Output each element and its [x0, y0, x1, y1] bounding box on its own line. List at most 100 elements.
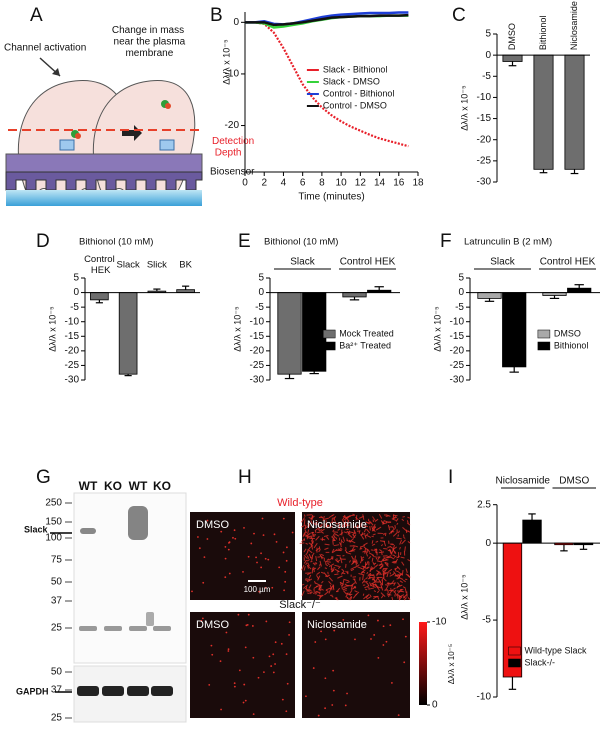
speckle — [315, 584, 322, 587]
speckle — [384, 568, 387, 572]
speckle — [380, 595, 384, 599]
speckle — [391, 682, 393, 684]
diagram-label: Change in mass near the plasma membrane — [111, 25, 186, 59]
speckle — [376, 573, 382, 575]
group-label: DMSO — [559, 476, 589, 487]
speckle — [288, 621, 291, 624]
speckle — [361, 556, 365, 559]
marker-label: 37 — [51, 685, 63, 696]
speckle — [382, 625, 385, 628]
speckle — [272, 653, 275, 656]
speckle — [313, 533, 317, 537]
speckle — [397, 530, 400, 534]
y-tick-label: -25 — [477, 155, 492, 166]
image-label: DMSO — [196, 619, 229, 631]
speckle — [331, 569, 335, 573]
speckle — [317, 714, 320, 717]
speckle — [337, 575, 343, 579]
speckle — [355, 559, 358, 565]
speckle — [321, 528, 325, 532]
y-tick-label: 0 — [233, 17, 239, 28]
speckle — [261, 517, 264, 520]
y-axis-label: Δλ/λ x 10⁻⁵ — [47, 306, 57, 352]
speckle — [323, 535, 329, 537]
y-tick-label: -30 — [65, 375, 80, 386]
speckle — [334, 573, 339, 576]
speckle — [381, 522, 388, 525]
speckle — [397, 594, 403, 599]
speckle — [267, 558, 270, 561]
speckle — [228, 542, 230, 544]
speckle — [324, 567, 328, 570]
speckle — [382, 559, 389, 562]
speckle — [344, 704, 347, 707]
speckle — [244, 699, 247, 702]
speckle — [305, 578, 311, 581]
legend-label: Control - DMSO — [323, 100, 387, 110]
y-tick-label: -5 — [70, 302, 79, 313]
y-tick-label: 0 — [485, 538, 491, 549]
speckle — [350, 540, 356, 544]
speckle — [340, 539, 343, 545]
panel-letter: H — [238, 467, 252, 488]
y-tick-label: -10 — [477, 692, 492, 703]
micrograph — [190, 612, 295, 718]
y-tick-label: -5 — [482, 615, 491, 626]
speckle — [390, 529, 395, 534]
speckle — [365, 550, 369, 557]
speckle — [346, 515, 351, 519]
bar — [564, 54, 585, 170]
speckle — [375, 540, 379, 543]
speckle — [258, 590, 261, 593]
speckle — [371, 535, 374, 538]
speckle — [238, 669, 241, 672]
x-tick-label: 12 — [355, 178, 367, 189]
speckle — [351, 555, 354, 560]
speckle — [307, 548, 313, 554]
speckle — [351, 546, 355, 551]
speckle — [387, 582, 390, 586]
band — [153, 626, 171, 631]
speckle — [243, 527, 245, 529]
group-label: Control HEK — [340, 257, 396, 268]
speckle — [396, 593, 399, 599]
x-axis-label: Time (minutes) — [298, 192, 364, 203]
speckle — [242, 570, 244, 573]
speckle — [227, 648, 230, 651]
speckle — [333, 517, 336, 523]
speckle — [352, 593, 358, 599]
speckle — [321, 580, 324, 584]
speckle — [341, 584, 343, 590]
speckle — [392, 532, 398, 537]
speckle — [380, 586, 384, 591]
speckle — [407, 573, 411, 578]
speckle — [405, 568, 408, 573]
speckle — [233, 685, 236, 688]
speckle — [271, 586, 274, 589]
speckle — [396, 522, 399, 525]
speckle — [389, 573, 394, 577]
speckle — [330, 521, 334, 524]
speckle — [319, 553, 323, 560]
speckle — [406, 520, 409, 524]
speckle — [392, 571, 396, 575]
speckle — [365, 521, 370, 525]
y-tick-label: -30 — [250, 375, 265, 386]
legend-label: Bithionol — [554, 340, 589, 350]
speckle — [379, 565, 384, 570]
bar — [533, 54, 554, 170]
speckle — [352, 559, 357, 564]
speckle — [306, 578, 313, 583]
speckle — [401, 518, 405, 522]
speckle — [361, 565, 366, 568]
speckle — [351, 548, 356, 552]
speckle — [345, 520, 349, 527]
speckle — [388, 568, 393, 572]
speckle — [324, 547, 329, 550]
speckle — [343, 578, 350, 582]
speckle — [331, 704, 334, 706]
speckle — [387, 545, 391, 548]
band — [127, 686, 149, 696]
speckle — [366, 571, 369, 575]
colorbar-tick-label: -10 — [432, 617, 447, 628]
